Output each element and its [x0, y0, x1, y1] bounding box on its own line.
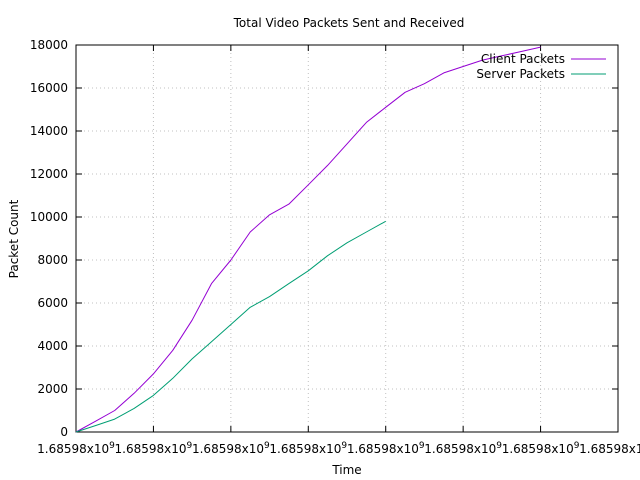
x-tick-label: 1.68598x109 — [115, 441, 193, 456]
y-tick-label: 10000 — [30, 210, 68, 224]
y-tick-label: 4000 — [37, 339, 68, 353]
y-tick-label: 6000 — [37, 296, 68, 310]
x-tick-label: 1.68598x109 — [192, 441, 270, 456]
legend-label: Server Packets — [476, 67, 565, 81]
y-tick-label: 14000 — [30, 124, 68, 138]
y-tick-label: 0 — [60, 425, 68, 439]
legend-label: Client Packets — [481, 52, 565, 66]
grid — [76, 45, 618, 432]
series-group — [75, 46, 541, 433]
x-axis: 1.68598x109 1.68598x109 1.68598x109 1.68598… — [37, 45, 640, 456]
y-axis: 0 2000 4000 6000 8000 10000 12000 14000 16000 180… — [30, 38, 618, 439]
y-tick-label: 2000 — [37, 382, 68, 396]
y-tick-label: 8000 — [37, 253, 68, 267]
x-axis-title: Time — [331, 463, 361, 477]
x-tick-label: 1.68598x109 — [347, 441, 425, 456]
x-tick-label: 1.68598x109 — [502, 441, 580, 456]
y-tick-label: 18000 — [30, 38, 68, 52]
y-tick-label: 16000 — [30, 81, 68, 95]
x-tick-label: 1.68598x109 — [37, 441, 115, 456]
x-tick-label: 1.68598x109 — [424, 441, 502, 456]
y-axis-title: Packet Count — [7, 199, 21, 278]
y-tick-label: 12000 — [30, 167, 68, 181]
chart-title: Total Video Packets Sent and Received — [233, 16, 465, 30]
x-tick-label: 1.68598x109 — [579, 441, 640, 456]
x-tick-label: 1.68598x109 — [269, 441, 347, 456]
series-line-client — [75, 46, 541, 433]
series-line-server — [75, 220, 386, 433]
plot-frame — [75, 44, 619, 433]
